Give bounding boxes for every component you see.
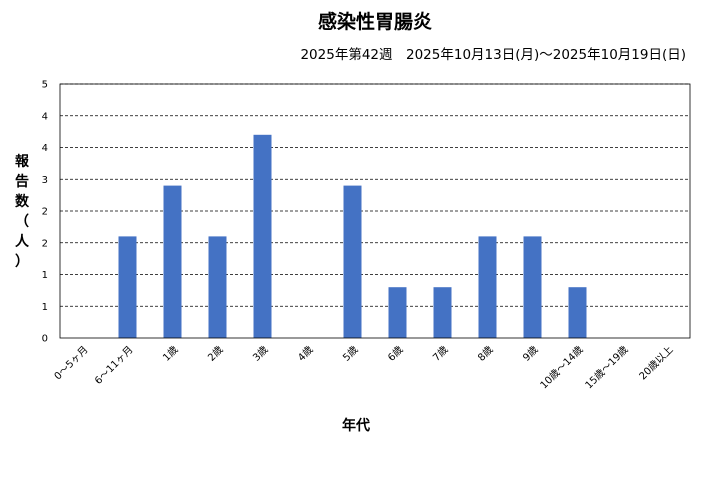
- chart-subtitle: 2025年第42週 2025年10月13日(月)～2025年10月19日(日): [300, 46, 686, 63]
- x-tick-label: 6～11ヶ月: [92, 344, 135, 387]
- x-tick-label: 4歳: [296, 344, 316, 364]
- bar: [388, 287, 407, 338]
- x-tick-label: 6歳: [386, 344, 406, 364]
- x-tick-label: 3歳: [251, 344, 271, 364]
- y-axis-title-char: 告: [15, 173, 29, 190]
- bar: [163, 185, 182, 338]
- y-tick-label: 4: [42, 143, 48, 154]
- x-tick-label: 20歳以上: [637, 344, 676, 383]
- y-tick-label: 1: [42, 270, 48, 281]
- bars: [118, 134, 587, 338]
- x-tick-label: 15歳～19歳: [583, 344, 631, 392]
- x-tick-label: 8歳: [476, 344, 496, 364]
- x-tick-label: 0～5ヶ月: [52, 344, 91, 383]
- x-tick-label: 10歳～14歳: [538, 344, 586, 392]
- bar: [523, 236, 542, 338]
- axes: [59, 83, 691, 339]
- x-tick-label: 1歳: [161, 344, 181, 364]
- bar: [433, 287, 452, 338]
- y-axis-title-char: 人: [15, 233, 30, 250]
- plot-frame: [59, 83, 691, 339]
- y-tick-labels: 0 1 1 2 2 3 4 4 5: [42, 80, 48, 345]
- y-axis-title: 報告数 （ 人 ）: [15, 153, 30, 270]
- x-tick-labels: 0～5ヶ月 6～11ヶ月 1歳 2歳 3歳 4歳 5歳 6歳 7歳 8歳 9歳10歳～14歳15歳～…: [52, 344, 676, 392]
- y-tick-label: 1: [42, 302, 48, 313]
- y-tick-label: 0: [42, 334, 48, 345]
- x-axis-title: 年代: [342, 417, 370, 434]
- gridlines: [60, 83, 690, 307]
- y-tick-label: 2: [42, 238, 48, 249]
- x-tick-label: 2歳: [206, 344, 226, 364]
- x-tick-label: 5歳: [341, 344, 361, 364]
- bar: [253, 134, 272, 338]
- y-tick-label: 4: [42, 111, 48, 122]
- y-axis-title-char: ）: [15, 254, 29, 270]
- y-axis-title-char: 報: [15, 153, 30, 170]
- y-axis-title-char: （: [15, 214, 29, 230]
- y-axis-title-char: 数: [15, 193, 30, 210]
- bar: [478, 236, 497, 338]
- bar: [343, 185, 362, 338]
- chart-title: 感染性胃腸炎: [318, 10, 432, 33]
- bar: [118, 236, 137, 338]
- y-tick-label: 2: [42, 207, 48, 218]
- bar: [568, 287, 587, 338]
- x-tick-label: 9歳: [521, 344, 541, 364]
- x-tick-label: 7歳: [431, 344, 451, 364]
- bar: [208, 236, 227, 338]
- y-tick-label: 5: [42, 80, 48, 91]
- y-tick-label: 3: [42, 175, 48, 186]
